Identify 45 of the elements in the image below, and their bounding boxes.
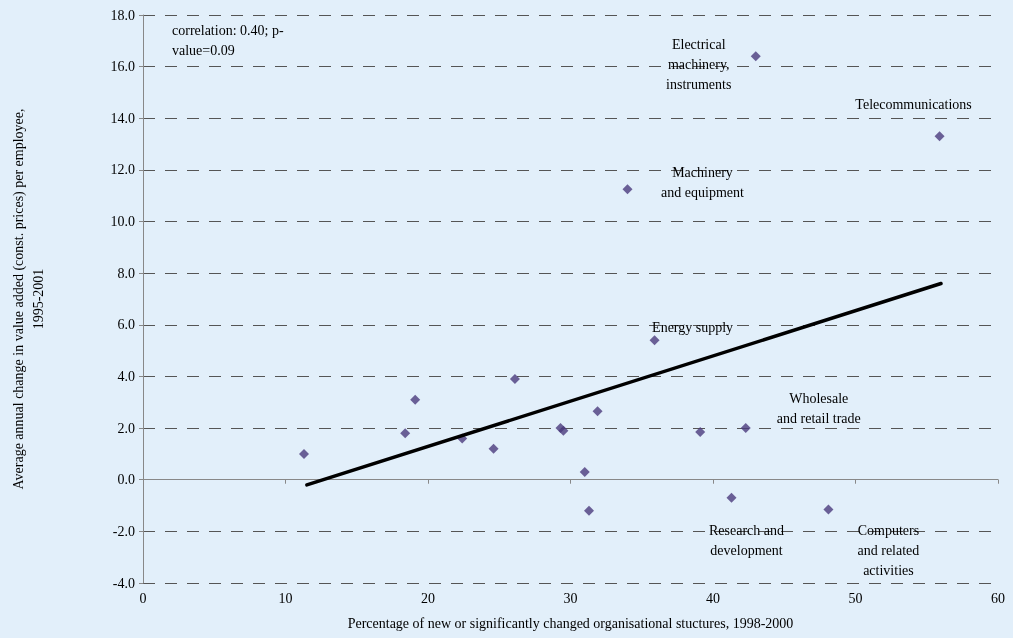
point [649, 335, 660, 346]
y-tick-label: 0.0 [117, 472, 135, 488]
y-tick-label: 8.0 [117, 265, 135, 281]
annotation: Machinery and equipment [661, 164, 745, 200]
annotation: Computers and related activities [857, 522, 920, 578]
point [622, 184, 633, 195]
point [934, 131, 945, 142]
point [823, 504, 834, 515]
x-tick-label: 30 [563, 590, 578, 606]
point [400, 428, 411, 439]
point [579, 466, 590, 477]
annotation: Wholesale and retail trade [776, 390, 861, 426]
y-tick-label: 2.0 [117, 420, 135, 436]
annotation: Electrical machinery, instruments [666, 36, 732, 92]
point [509, 374, 520, 385]
y-tick-label: 14.0 [110, 110, 135, 126]
y-tick-label: -2.0 [112, 523, 135, 539]
point [488, 443, 499, 454]
x-tick-label: 50 [848, 590, 863, 606]
point [726, 492, 737, 503]
y-tick-label: 18.0 [110, 7, 135, 23]
annotation: Research and development [709, 523, 785, 559]
x-tick-label: 40 [706, 590, 720, 606]
y-tick-label: 12.0 [110, 162, 135, 178]
point [750, 51, 761, 62]
x-tick-label: 0 [139, 590, 147, 606]
y-tick-label: -4.0 [112, 575, 135, 591]
annotation: Telecommunications [855, 96, 972, 112]
x-axis-title: Percentage of new or significantly changed organisational stuctures, 1998-2000 [347, 615, 794, 631]
point [695, 426, 706, 437]
y-tick-label: 4.0 [117, 368, 135, 384]
x-tick-label: 20 [421, 590, 435, 606]
point [592, 406, 603, 417]
annotation: Energy supply [652, 319, 734, 335]
x-tick-label: 10 [278, 590, 293, 606]
y-tick-label: 16.0 [110, 59, 135, 75]
annotation: correlation: 0.40; p- value=0.09 [172, 22, 284, 58]
point [584, 505, 595, 516]
y-tick-label: 10.0 [110, 214, 135, 230]
point [740, 423, 751, 434]
point [410, 394, 421, 405]
y-axis-title: Average annual change in value added (const. prices) per employee, 1995-2001 [10, 108, 46, 490]
point [299, 448, 310, 459]
y-tick-label: 6.0 [117, 317, 135, 333]
x-tick-label: 60 [991, 590, 1005, 606]
